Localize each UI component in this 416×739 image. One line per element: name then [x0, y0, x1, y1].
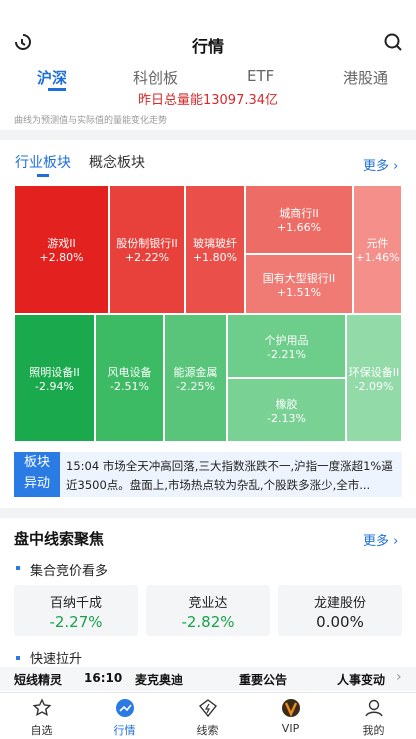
sector-change: +1.66%	[276, 221, 322, 234]
chevron: ›	[396, 669, 402, 685]
ticker-event: 人事变动	[337, 673, 386, 687]
nav-label: 行情	[113, 724, 136, 737]
nav-icon	[115, 699, 134, 717]
bullet	[16, 566, 20, 570]
volume-note: 昨日总量能13097.34亿	[137, 93, 279, 108]
sector-change: -2.51%	[110, 379, 149, 393]
sector-name: 风电设备	[107, 365, 152, 379]
more-link[interactable]: 更多 ›	[363, 534, 399, 549]
sector-change: +1.46%	[355, 251, 400, 264]
treemap-cell[interactable]: 照明设备II -2.94%	[14, 314, 95, 442]
nav-item[interactable]: 线索	[166, 698, 249, 738]
separator	[0, 130, 416, 140]
stock-name: 百纳千成	[49, 596, 102, 611]
sector-change: -2.09%	[354, 379, 394, 393]
sector-change: -2.13%	[267, 411, 306, 425]
treemap-cell[interactable]: 橡胶 -2.13%	[227, 378, 346, 442]
nav-label: 我的	[362, 724, 385, 737]
sector-change: +1.51%	[276, 285, 322, 299]
sector-name: 橡胶	[275, 397, 298, 411]
sector-name: 游戏II	[47, 237, 76, 250]
tab[interactable]: 港股通	[343, 69, 389, 87]
tab[interactable]: 科创板	[133, 69, 179, 87]
stock-card[interactable]: 竞业达 -2.82%	[146, 585, 270, 636]
news-box[interactable]	[14, 452, 402, 497]
curve-note: 曲线为预测值与实际值的量能变化走势	[14, 116, 168, 126]
treemap-cell[interactable]: 能源金属 -2.25%	[164, 314, 227, 442]
sector-tab[interactable]: 行业板块	[15, 155, 71, 171]
group-title: 集合竞价看多	[30, 564, 109, 579]
nav-label: VIP	[281, 722, 300, 735]
more-link[interactable]: 更多 ›	[363, 159, 399, 174]
sector-change: +2.80%	[39, 251, 84, 264]
nav-item[interactable]: 自选	[0, 698, 83, 738]
treemap-cell[interactable]: 国有大型银行II +1.51%	[245, 254, 353, 314]
treemap-cell[interactable]: 游戏II +2.80%	[14, 185, 109, 314]
separator	[0, 508, 416, 518]
stock-card[interactable]: 龙建股份 0.00%	[278, 585, 402, 636]
divider	[0, 692, 416, 693]
sector-name: 照明设备II	[29, 365, 80, 379]
sector-name: 股份制银行II	[116, 237, 178, 250]
ticker-stock: 麦克奥迪	[135, 673, 184, 687]
nav-icon	[364, 699, 383, 717]
badge-line: 异动	[23, 476, 50, 491]
group-title: 快速拉升	[30, 652, 83, 667]
stock-card[interactable]: 百纳千成 -2.27%	[14, 585, 138, 636]
stock-name: 龙建股份	[313, 596, 366, 611]
treemap-cell[interactable]: 元件 +1.46%	[353, 185, 402, 314]
sector-tab[interactable]: 概念板块	[89, 155, 145, 171]
nav-item[interactable]: VIP	[249, 698, 332, 735]
refresh-icon[interactable]	[13, 32, 33, 52]
more-text: 更多	[363, 534, 390, 549]
ticker-time: 16:10	[84, 671, 123, 685]
page-title: 行情	[191, 37, 224, 56]
sector-change: +2.22%	[124, 251, 170, 264]
sector-name: 环保设备II	[348, 365, 400, 379]
sector-name: 玻璃玻纤	[193, 237, 237, 250]
sector-change: -2.25%	[176, 379, 215, 393]
nav-item[interactable]: 行情	[83, 698, 166, 738]
treemap-cell[interactable]: 个护用品 -2.21%	[227, 314, 346, 378]
stock-change: -2.82%	[181, 613, 235, 631]
nav-label: 自选	[30, 724, 53, 737]
news-text: 15:04 市场全天冲高回落,三大指数涨跌不一,沪指一度涨超1%逼近3500点。…	[66, 459, 393, 492]
treemap-cell[interactable]: 玻璃玻纤 +1.80%	[185, 185, 245, 314]
tab[interactable]: 沪深	[37, 69, 68, 87]
search-icon[interactable]	[383, 32, 403, 52]
sector-name: 国有大型银行II	[262, 271, 336, 285]
ticker-bar[interactable]	[0, 667, 416, 691]
nav-icon	[32, 698, 51, 717]
ticker-label: 短线精灵	[14, 673, 63, 687]
tab-indicator	[37, 174, 49, 177]
sector-name: 能源金属	[173, 365, 218, 379]
section-title: 盘中线索聚焦	[14, 530, 105, 548]
nav-item[interactable]: 我的	[332, 698, 415, 738]
sector-change: -2.21%	[267, 347, 306, 361]
sector-name: 元件	[366, 237, 389, 250]
sector-change: -2.94%	[35, 379, 74, 393]
stock-change: -2.27%	[49, 613, 103, 631]
tab[interactable]: ETF	[247, 67, 275, 85]
treemap-cell[interactable]: 环保设备II -2.09%	[346, 314, 402, 442]
ticker-event: 重要公告	[239, 673, 288, 687]
nav-icon	[198, 699, 217, 718]
bullet	[16, 656, 20, 660]
sector-name: 城商行II	[279, 207, 319, 220]
more-text: 更多	[363, 159, 390, 174]
nav-label: 线索	[196, 724, 219, 737]
sector-name: 个护用品	[264, 333, 309, 347]
treemap-cell[interactable]: 股份制银行II +2.22%	[109, 185, 185, 314]
badge-line: 板块	[23, 455, 50, 470]
treemap-cell[interactable]: 风电设备 -2.51%	[95, 314, 164, 442]
tab-indicator	[48, 88, 66, 91]
stock-name: 竞业达	[188, 596, 228, 611]
treemap-cell[interactable]: 城商行II +1.66%	[245, 185, 353, 254]
sector-change: +1.80%	[192, 251, 238, 264]
stock-change: 0.00%	[316, 613, 364, 631]
nav-icon	[281, 699, 300, 717]
news-badge: 板块 异动	[14, 452, 60, 497]
